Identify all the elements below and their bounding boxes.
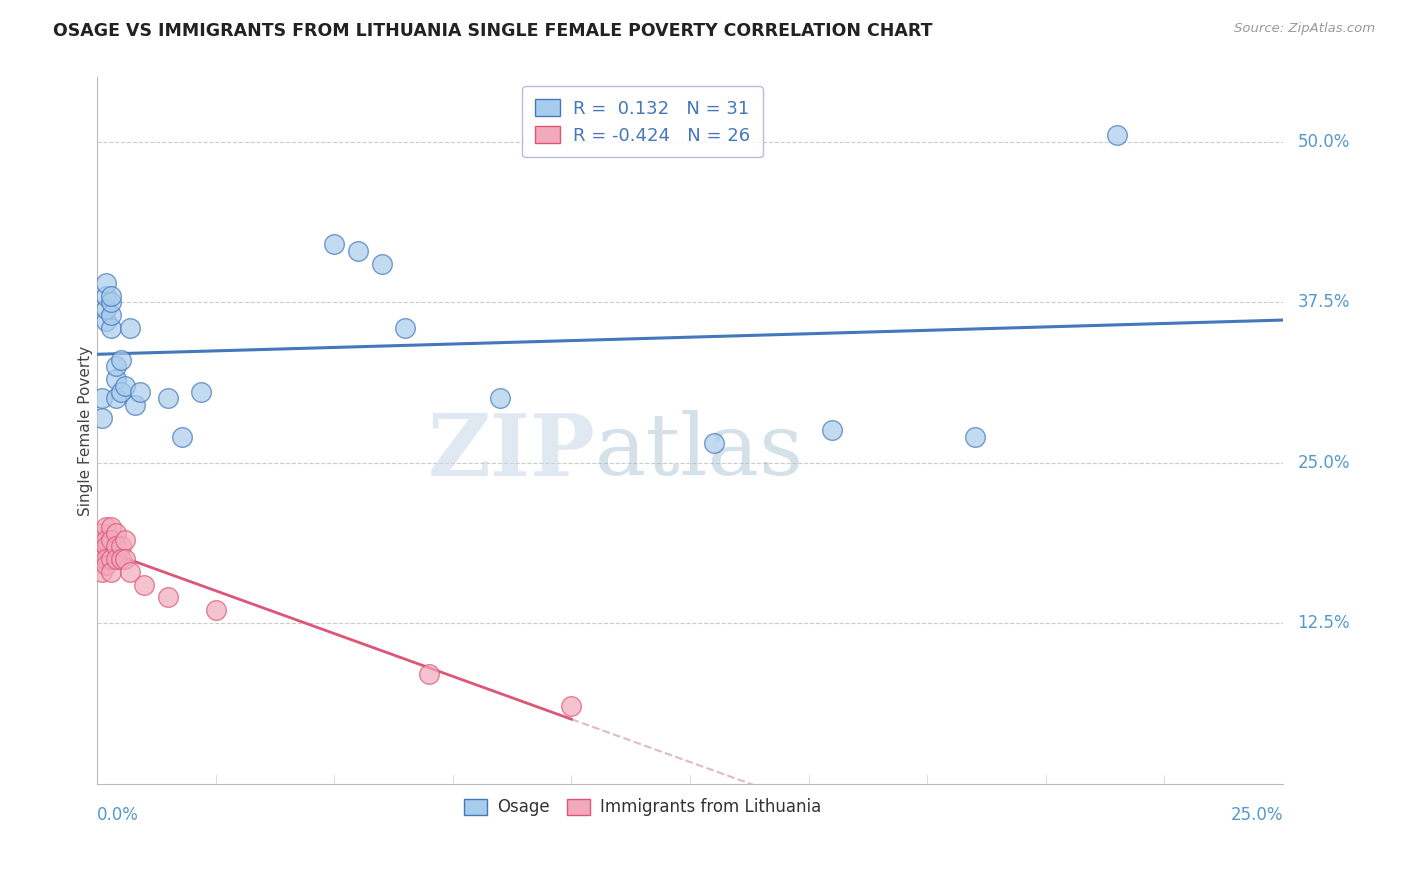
Point — [96, 276, 118, 290]
Point — [100, 565, 122, 579]
Point — [96, 288, 118, 302]
Point — [90, 392, 112, 406]
Text: 25.0%: 25.0% — [1230, 806, 1284, 824]
Point — [128, 384, 150, 399]
Point — [104, 372, 127, 386]
Point — [120, 320, 142, 334]
Point — [120, 565, 142, 579]
Text: ZIP: ZIP — [427, 409, 595, 493]
Point — [157, 591, 180, 605]
Point — [110, 384, 132, 399]
Point — [172, 430, 194, 444]
Text: 12.5%: 12.5% — [1298, 614, 1350, 632]
Point — [96, 552, 118, 566]
Text: 0.0%: 0.0% — [97, 806, 139, 824]
Text: OSAGE VS IMMIGRANTS FROM LITHUANIA SINGLE FEMALE POVERTY CORRELATION CHART: OSAGE VS IMMIGRANTS FROM LITHUANIA SINGL… — [53, 22, 934, 40]
Point — [489, 392, 512, 406]
Point — [323, 237, 346, 252]
Point — [100, 533, 122, 547]
Point — [90, 410, 112, 425]
Point — [96, 301, 118, 316]
Point — [104, 539, 127, 553]
Point — [703, 436, 725, 450]
Point — [100, 295, 122, 310]
Point — [96, 314, 118, 328]
Point — [134, 577, 156, 591]
Point — [100, 308, 122, 322]
Point — [190, 384, 212, 399]
Point — [90, 565, 112, 579]
Point — [100, 320, 122, 334]
Point — [110, 552, 132, 566]
Point — [104, 359, 127, 374]
Point — [1105, 128, 1128, 143]
Point — [204, 603, 226, 617]
Point — [96, 520, 118, 534]
Point — [104, 526, 127, 541]
Point — [114, 552, 136, 566]
Point — [100, 288, 122, 302]
Point — [347, 244, 370, 258]
Point — [100, 520, 122, 534]
Text: Source: ZipAtlas.com: Source: ZipAtlas.com — [1234, 22, 1375, 36]
Point — [110, 539, 132, 553]
Point — [114, 533, 136, 547]
Point — [100, 552, 122, 566]
Point — [114, 378, 136, 392]
Point — [96, 533, 118, 547]
Point — [96, 539, 118, 553]
Point — [110, 352, 132, 367]
Point — [157, 392, 180, 406]
Y-axis label: Single Female Poverty: Single Female Poverty — [79, 345, 93, 516]
Point — [370, 256, 392, 270]
Text: 37.5%: 37.5% — [1298, 293, 1350, 311]
Point — [90, 552, 112, 566]
Point — [104, 552, 127, 566]
Text: atlas: atlas — [595, 410, 804, 493]
Legend: Osage, Immigrants from Lithuania: Osage, Immigrants from Lithuania — [456, 790, 830, 824]
Point — [418, 667, 440, 681]
Point — [394, 320, 416, 334]
Point — [124, 398, 146, 412]
Point — [963, 430, 986, 444]
Text: 25.0%: 25.0% — [1298, 453, 1350, 472]
Text: 50.0%: 50.0% — [1298, 133, 1350, 151]
Point — [821, 424, 844, 438]
Point — [560, 699, 582, 714]
Point — [90, 526, 112, 541]
Point — [104, 392, 127, 406]
Point — [90, 545, 112, 559]
Point — [96, 558, 118, 573]
